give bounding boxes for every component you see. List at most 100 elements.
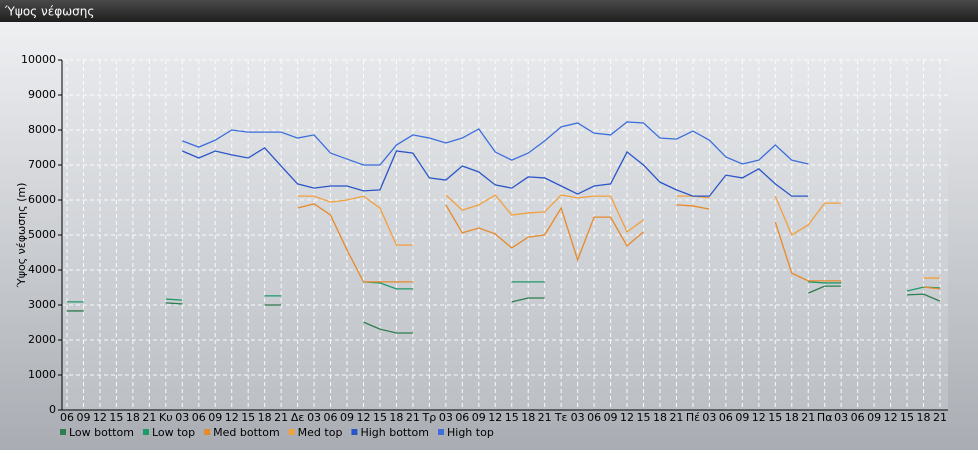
x-tick-label: 12 xyxy=(225,411,239,424)
x-tick-label: Δε xyxy=(291,411,305,424)
x-tick-label: 06 xyxy=(455,411,469,424)
legend-label: High bottom xyxy=(360,426,429,439)
series-line xyxy=(807,285,842,294)
x-tick-label: Τε xyxy=(554,411,568,424)
x-tick-label: 12 xyxy=(620,411,634,424)
y-tick-label: 0 xyxy=(49,403,56,416)
x-tick-label: 15 xyxy=(505,411,519,424)
x-tick-label: 18 xyxy=(126,411,140,424)
series-line xyxy=(182,121,809,166)
series-line xyxy=(923,286,941,290)
series-line xyxy=(808,281,842,284)
y-tick-label: 2000 xyxy=(28,333,56,346)
x-tick-label: 18 xyxy=(785,411,799,424)
x-tick-label: 12 xyxy=(884,411,898,424)
legend-label: Low bottom xyxy=(69,426,134,439)
x-tick-label: 18 xyxy=(917,411,931,424)
x-tick-label: 09 xyxy=(735,411,749,424)
legend-label: Low top xyxy=(152,426,195,439)
window-title: Ύψος νέφωσης xyxy=(4,5,94,19)
x-tick-label: 03 xyxy=(702,411,716,424)
series-line xyxy=(165,298,183,301)
x-tick-label: 15 xyxy=(109,411,123,424)
y-tick-label: 1000 xyxy=(28,368,56,381)
x-tick-label: 09 xyxy=(867,411,881,424)
series xyxy=(67,121,941,334)
y-tick-label: 6000 xyxy=(28,193,56,206)
x-tick-label: 03 xyxy=(834,411,848,424)
x-tick-label: 21 xyxy=(801,411,815,424)
x-tick-label: 06 xyxy=(851,411,865,424)
x-tick-label: 03 xyxy=(307,411,321,424)
series-line xyxy=(297,203,413,283)
x-tick-label: 03 xyxy=(571,411,585,424)
x-tick-label: 09 xyxy=(208,411,222,424)
x-tick-label: 15 xyxy=(768,411,782,424)
y-tick-label: 7000 xyxy=(28,158,56,171)
legend-label: Med top xyxy=(298,426,343,439)
x-tick-label: 06 xyxy=(719,411,733,424)
x-tick-label: 21 xyxy=(142,411,156,424)
x-tick-label: 18 xyxy=(389,411,403,424)
series-line xyxy=(774,221,842,282)
x-tick-label: 18 xyxy=(258,411,272,424)
x-tick-label: 06 xyxy=(587,411,601,424)
series-line xyxy=(907,293,941,302)
legend-swatch xyxy=(351,429,358,435)
x-tick-label: 06 xyxy=(60,411,74,424)
x-tick-label: 06 xyxy=(324,411,338,424)
y-tick-label: 3000 xyxy=(28,298,56,311)
legend-swatch xyxy=(142,429,149,435)
x-tick-label: 12 xyxy=(93,411,107,424)
x-tick-label: Πέ xyxy=(686,411,700,424)
x-tick-label: 15 xyxy=(637,411,651,424)
x-tick-label: 03 xyxy=(175,411,189,424)
legend-swatch xyxy=(60,429,66,435)
x-tick-label: 03 xyxy=(439,411,453,424)
x-tick-label: 12 xyxy=(488,411,502,424)
x-tick-label: 06 xyxy=(192,411,206,424)
x-tick-label: 12 xyxy=(356,411,370,424)
series-line xyxy=(445,204,644,262)
x-tick-label: 09 xyxy=(76,411,90,424)
legend-label: Med bottom xyxy=(213,426,280,439)
title-bar xyxy=(0,0,978,22)
x-tick-label: 21 xyxy=(933,411,947,424)
y-tick-label: 9000 xyxy=(28,88,56,101)
y-tick-label: 10000 xyxy=(21,53,56,66)
x-tick-label: Κυ xyxy=(159,411,173,424)
x-tick-label: 21 xyxy=(274,411,288,424)
x-tick-label: 09 xyxy=(604,411,618,424)
x-tick-label: 18 xyxy=(521,411,535,424)
series-line xyxy=(363,321,413,334)
x-tick-label: 21 xyxy=(669,411,683,424)
legend-label: High top xyxy=(447,426,494,439)
x-tick-label: 21 xyxy=(406,411,420,424)
x-tick-label: 18 xyxy=(653,411,667,424)
series-line xyxy=(165,302,183,305)
series-line xyxy=(182,147,809,197)
y-tick-label: 4000 xyxy=(28,263,56,276)
series-line xyxy=(297,195,413,246)
series-line xyxy=(676,204,710,210)
y-tick-label: 8000 xyxy=(28,123,56,136)
legend-swatch xyxy=(204,429,211,435)
x-tick-label: 15 xyxy=(241,411,255,424)
x-tick-label: Τρ xyxy=(422,411,437,424)
x-tick-label: 09 xyxy=(340,411,354,424)
x-tick-label: 09 xyxy=(472,411,486,424)
x-tick-label: 21 xyxy=(538,411,552,424)
x-tick-label: 12 xyxy=(752,411,766,424)
x-tick-label: 15 xyxy=(900,411,914,424)
y-tick-label: 5000 xyxy=(28,228,56,241)
y-axis-label: Ύψος νέφωσης (m) xyxy=(15,183,28,289)
series-line xyxy=(445,194,644,233)
legend-swatch xyxy=(438,429,444,435)
legend-swatch xyxy=(288,429,295,435)
x-tick-label: Πα xyxy=(817,411,833,424)
series-line xyxy=(511,297,545,303)
series-line xyxy=(774,195,842,236)
x-tick-label: 15 xyxy=(373,411,387,424)
